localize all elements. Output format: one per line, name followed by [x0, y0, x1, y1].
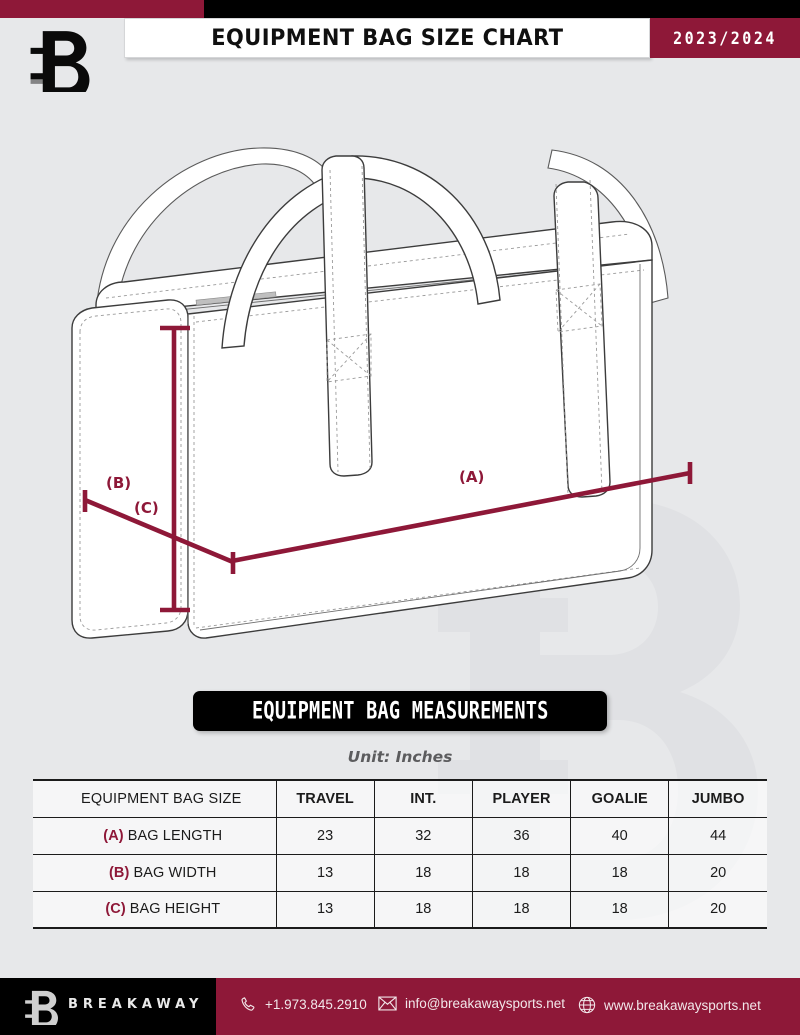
unit-label: Unit: Inches — [347, 748, 453, 766]
row-tag-a: (A) — [103, 827, 124, 844]
callout-c-label: (C) — [134, 499, 159, 517]
row-tag-b: (B) — [109, 864, 130, 881]
callout-b-label: (B) — [106, 474, 131, 492]
row-label-bag-length: (A) BAG LENGTH — [33, 817, 277, 855]
footer-phone-text: +1.973.845.2910 — [265, 997, 367, 1012]
cell-length-goalie: 40 — [570, 817, 670, 855]
cell-height-jumbo: 20 — [668, 891, 767, 929]
footer-brand-name: BREAKAWAY — [68, 997, 204, 1012]
table-header-player: PLAYER — [471, 779, 572, 818]
footer-contact-block — [216, 978, 800, 1035]
season-badge: 2023/2024 — [650, 18, 800, 58]
table-header-travel: TRAVEL — [275, 779, 375, 818]
cell-height-travel: 13 — [275, 891, 375, 929]
page-title-box: EQUIPMENT BAG SIZE CHART — [124, 18, 650, 58]
cell-length-jumbo: 44 — [668, 817, 767, 855]
row-label-bag-height: (C) BAG HEIGHT — [33, 891, 277, 929]
row-text-b: BAG WIDTH — [133, 864, 217, 881]
footer-website[interactable]: www.breakawaysports.net — [578, 996, 761, 1014]
cell-width-player: 18 — [471, 854, 572, 892]
cell-length-int: 32 — [373, 817, 473, 855]
footer-email-text: info@breakawaysports.net — [405, 996, 566, 1011]
bottom-spacer — [0, 960, 800, 978]
footer-website-text: www.breakawaysports.net — [604, 997, 761, 1013]
row-tag-c: (C) — [105, 901, 126, 918]
table-row: (A) BAG LENGTH 23 32 36 40 44 — [33, 817, 767, 855]
page-footer: BREAKAWAY +1.973.845.2910 info@breakaway… — [0, 978, 800, 1035]
size-chart-table-wrap: EQUIPMENT BAG SIZE TRAVEL INT. PLAYER GO… — [33, 779, 767, 929]
cell-height-player: 18 — [471, 891, 572, 929]
cell-width-int: 18 — [373, 854, 473, 892]
top-accent-bar — [0, 0, 204, 18]
globe-icon — [578, 996, 596, 1014]
table-row: (B) BAG WIDTH 13 18 18 18 20 — [33, 854, 767, 892]
table-row: (C) BAG HEIGHT 13 18 18 18 20 — [33, 891, 767, 929]
page-header: EQUIPMENT BAG SIZE CHART 2023/2024 — [0, 18, 800, 58]
footer-phone[interactable]: +1.973.845.2910 — [240, 996, 367, 1013]
cell-height-int: 18 — [373, 891, 473, 929]
table-header-label: EQUIPMENT BAG SIZE — [33, 779, 277, 818]
cell-length-travel: 23 — [275, 817, 375, 855]
row-text-c: BAG HEIGHT — [129, 901, 221, 918]
table-header-int: INT. — [373, 779, 473, 818]
breakaway-b-logo-icon — [25, 990, 58, 1025]
cell-length-player: 36 — [471, 817, 572, 855]
table-header-goalie: GOALIE — [570, 779, 670, 818]
row-text-a: BAG LENGTH — [127, 827, 223, 844]
breakaway-b-logo-icon — [30, 31, 90, 92]
phone-icon — [240, 996, 257, 1013]
callout-a-label: (A) — [459, 468, 484, 486]
equipment-bag-diagram: .ol { fill:#ffffff; stroke:#3c3c3c; stro… — [71, 147, 693, 639]
cell-width-jumbo: 20 — [668, 854, 767, 892]
measurements-banner-label: EQUIPMENT BAG MEASUREMENTS — [251, 696, 549, 726]
cell-width-goalie: 18 — [570, 854, 670, 892]
cell-height-goalie: 18 — [570, 891, 670, 929]
table-header-jumbo: JUMBO — [668, 779, 767, 818]
envelope-icon — [378, 996, 397, 1011]
cell-width-travel: 13 — [275, 854, 375, 892]
season-label: 2023/2024 — [673, 27, 777, 49]
table-header-row: EQUIPMENT BAG SIZE TRAVEL INT. PLAYER GO… — [33, 779, 767, 818]
size-chart-table: EQUIPMENT BAG SIZE TRAVEL INT. PLAYER GO… — [33, 779, 767, 929]
measurements-banner: EQUIPMENT BAG MEASUREMENTS — [193, 691, 607, 731]
page-title: EQUIPMENT BAG SIZE CHART — [210, 25, 564, 51]
row-label-bag-width: (B) BAG WIDTH — [33, 854, 277, 892]
footer-email[interactable]: info@breakawaysports.net — [378, 996, 565, 1011]
